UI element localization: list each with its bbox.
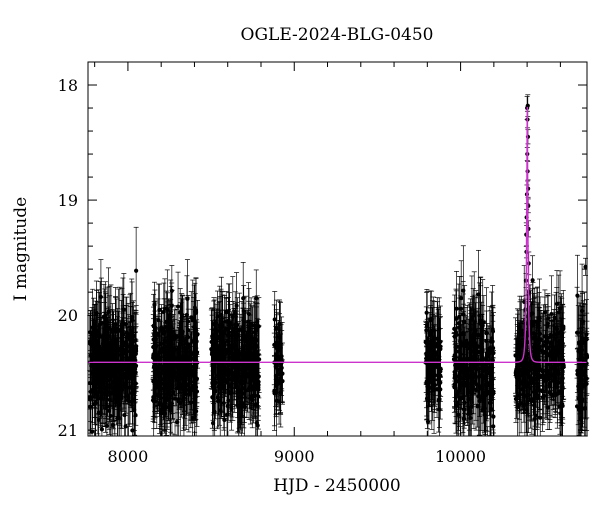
chart-title: OGLE-2024-BLG-0450 — [241, 25, 434, 45]
